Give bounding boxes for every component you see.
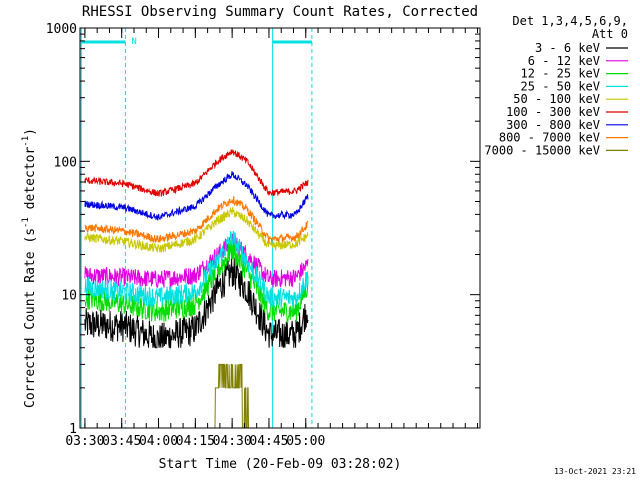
- legend-label: 50 - 100 keV: [513, 92, 600, 106]
- x-axis-label: Start Time (20-Feb-09 03:28:02): [159, 457, 402, 472]
- series-line: [84, 196, 309, 244]
- y-axis-label-part: detector: [23, 147, 38, 218]
- y-tick-label: 10: [61, 289, 77, 304]
- y-axis-label: Corrected Count Rate (s-1 detector-1): [21, 128, 38, 408]
- x-tick-label: 04:30: [213, 434, 252, 449]
- series-line: [84, 171, 309, 221]
- y-tick-label: 1000: [46, 22, 77, 37]
- legend-label: 12 - 25 keV: [521, 67, 600, 81]
- series-line: [84, 230, 309, 309]
- x-tick-label: 05:00: [286, 434, 325, 449]
- chart-title: RHESSI Observing Summary Count Rates, Co…: [82, 4, 478, 20]
- legend-header-line1: Det 1,3,4,5,6,9,: [512, 14, 628, 28]
- y-axis-label-sup: -1: [21, 136, 31, 147]
- series-line: [84, 206, 309, 253]
- legend-label: 7000 - 15000 keV: [484, 143, 600, 157]
- y-tick-label: 100: [54, 155, 77, 170]
- legend-label: 300 - 800 keV: [506, 118, 600, 132]
- legend-header-line2: Att 0: [592, 27, 628, 41]
- series-line: [84, 149, 309, 197]
- y-tick-label: 1: [69, 422, 77, 437]
- series-line: [84, 257, 309, 349]
- x-tick-label: 04:15: [176, 434, 215, 449]
- legend-label: 6 - 12 keV: [528, 54, 600, 68]
- legend-label: 100 - 300 keV: [506, 105, 600, 119]
- x-tick-label: 04:00: [139, 434, 178, 449]
- y-axis-label-sup: -1: [21, 217, 31, 228]
- legend-label: 800 - 7000 keV: [499, 131, 600, 145]
- x-tick-label: 04:45: [249, 434, 288, 449]
- y-axis-label-part: ): [23, 128, 38, 136]
- plot-frame: [79, 27, 481, 429]
- x-tick-label: 03:30: [65, 434, 104, 449]
- plot-area: N: [80, 28, 313, 429]
- legend-label: 3 - 6 keV: [535, 41, 600, 55]
- x-tick-label: 03:45: [102, 434, 141, 449]
- legend-label: 25 - 50 keV: [521, 79, 600, 93]
- series-line: [84, 233, 309, 288]
- timestamp: 13-Oct-2021 23:21: [554, 467, 636, 476]
- night-bar-label: N: [131, 37, 136, 47]
- y-axis-label-part: Corrected Count Rate (s: [23, 228, 38, 408]
